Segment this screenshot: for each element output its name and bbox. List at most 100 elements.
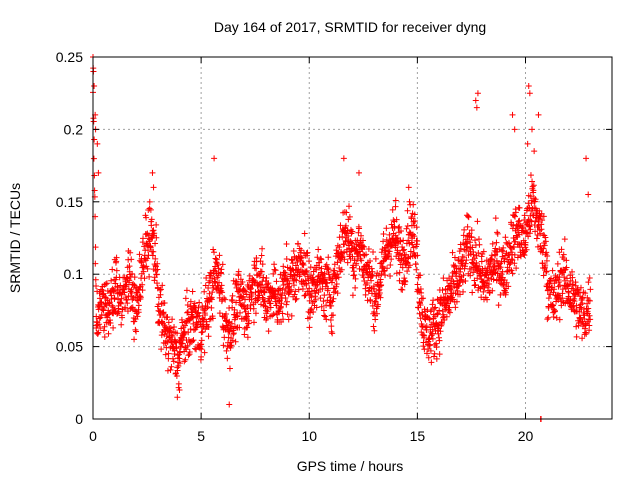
data-point: [346, 213, 353, 220]
data-point: [208, 296, 215, 303]
data-point: [585, 191, 592, 198]
data-point: [102, 281, 109, 288]
data-point: [341, 256, 348, 263]
data-point: [152, 255, 159, 262]
data-point: [291, 291, 298, 298]
data-point: [461, 263, 468, 270]
data-point: [456, 291, 463, 298]
data-point: [429, 335, 436, 342]
data-point: [526, 90, 533, 97]
data-point: [325, 266, 332, 273]
data-point: [402, 278, 409, 285]
data-point: [516, 204, 523, 211]
data-point: [561, 236, 568, 243]
data-point: [523, 229, 530, 236]
data-point: [538, 226, 545, 233]
data-point: [126, 263, 133, 270]
data-point: [140, 235, 147, 242]
data-point: [396, 277, 403, 284]
data-point: [423, 350, 430, 357]
data-point: [577, 284, 584, 291]
data-point: [364, 280, 371, 287]
data-point: [586, 275, 593, 282]
data-point: [189, 338, 196, 345]
data-point: [440, 275, 447, 282]
x-axis-label: GPS time / hours: [297, 458, 404, 474]
data-point: [494, 230, 501, 237]
data-point: [265, 280, 272, 287]
data-point: [545, 304, 552, 311]
data-point: [429, 326, 436, 333]
data-point: [93, 283, 100, 290]
data-point: [380, 230, 387, 237]
data-point: [288, 286, 295, 293]
data-point: [198, 346, 205, 353]
data-point: [185, 352, 192, 359]
data-point: [328, 328, 335, 335]
data-point: [427, 347, 434, 354]
data-point: [522, 242, 529, 249]
data-point: [348, 239, 355, 246]
data-point: [143, 263, 150, 270]
data-point: [159, 282, 166, 289]
data-point: [261, 289, 268, 296]
data-point: [510, 244, 517, 251]
data-point: [153, 271, 160, 278]
data-point: [521, 212, 528, 219]
data-point: [204, 303, 211, 310]
data-point: [209, 315, 216, 322]
data-point: [396, 223, 403, 230]
data-point: [475, 249, 482, 256]
data-point: [106, 299, 113, 306]
data-point: [327, 316, 334, 323]
data-point: [489, 287, 496, 294]
data-point: [100, 327, 107, 334]
data-point: [442, 290, 449, 297]
data-point: [286, 280, 293, 287]
data-point: [306, 258, 313, 265]
data-point: [468, 233, 475, 240]
data-point: [564, 275, 571, 282]
data-point: [275, 308, 282, 315]
data-point: [421, 332, 428, 339]
data-point: [128, 256, 135, 263]
data-point: [177, 349, 184, 356]
data-point: [221, 295, 228, 302]
data-point: [253, 265, 260, 272]
data-point: [505, 283, 512, 290]
data-point: [377, 279, 384, 286]
data-point: [131, 274, 138, 281]
data-point: [365, 245, 372, 252]
data-point: [189, 288, 196, 295]
data-point: [129, 270, 136, 277]
data-point: [236, 324, 243, 331]
data-point: [395, 251, 402, 258]
data-point: [545, 314, 552, 321]
data-point: [97, 314, 104, 321]
data-point: [387, 262, 394, 269]
y-tick-label: 0.15: [56, 194, 83, 210]
data-point: [91, 82, 98, 89]
data-point: [370, 248, 377, 255]
data-point: [175, 363, 182, 370]
data-point: [101, 334, 108, 341]
data-point: [321, 292, 328, 299]
data-point: [395, 225, 402, 232]
data-point: [464, 223, 471, 230]
data-point: [222, 296, 229, 303]
data-point: [107, 320, 114, 327]
data-point: [283, 298, 290, 305]
data-point: [386, 248, 393, 255]
data-point: [404, 223, 411, 230]
data-point: [286, 287, 293, 294]
data-point: [279, 310, 286, 317]
data-point: [352, 284, 359, 291]
data-point: [404, 207, 411, 214]
data-point: [579, 335, 586, 342]
data-point: [126, 277, 133, 284]
data-point: [511, 126, 518, 133]
data-point: [198, 353, 205, 360]
data-point: [292, 288, 299, 295]
data-point: [170, 343, 177, 350]
data-point: [527, 172, 534, 179]
